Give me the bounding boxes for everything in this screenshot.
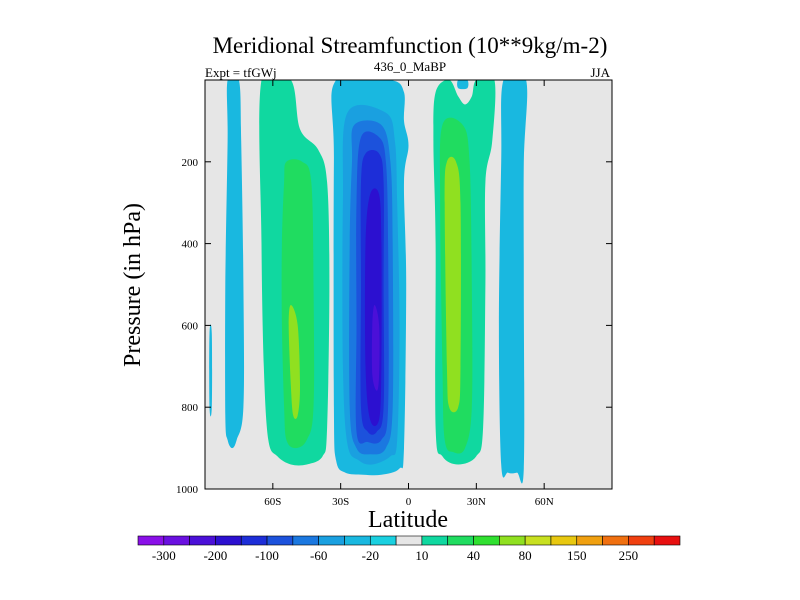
colorbar-label: 10	[415, 548, 428, 563]
colorbar-box	[524, 535, 552, 546]
y-axis-label: Pressure (in hPa)	[120, 203, 146, 367]
colorbar-box	[628, 535, 655, 546]
colorbar-label: 150	[567, 548, 587, 563]
subtitle-center: 436_0_MaBP	[374, 59, 446, 74]
colorbar-box	[447, 535, 474, 546]
x-tick-label: 30S	[332, 496, 349, 508]
colorbar-box	[550, 535, 578, 546]
colorbar-box	[266, 535, 294, 546]
contour-region-far-south-cell	[209, 324, 213, 417]
colorbar-label: -300	[152, 548, 176, 563]
contour-region-hadley-core	[371, 305, 380, 391]
colorbar-box	[163, 535, 190, 546]
colorbar-box	[421, 535, 449, 546]
y-axis: 200 400 600 800 1000	[176, 157, 612, 496]
contour-layer	[209, 80, 528, 484]
colorbar-label: -60	[310, 548, 327, 563]
colorbar-box	[137, 535, 165, 546]
contour-region-southern-ferrel-core	[288, 305, 300, 419]
x-axis-label: Latitude	[368, 507, 448, 533]
x-axis: 60S 30S 0 30N 60N	[264, 80, 554, 508]
colorbar-box	[344, 535, 371, 546]
colorbar-box	[473, 535, 500, 546]
y-tick-label: 200	[182, 157, 199, 169]
colorbar-label: 80	[519, 548, 532, 563]
colorbar-box	[499, 535, 526, 546]
contour-region-north-polar-cell	[498, 80, 528, 484]
colorbar-label: -200	[203, 548, 227, 563]
colorbar-box	[189, 535, 216, 546]
colorbar-box	[318, 535, 345, 546]
x-tick-label: 60S	[264, 496, 281, 508]
colorbar-box	[653, 535, 681, 546]
contour-region-northern-ferrel-core	[444, 156, 461, 413]
colorbar-box	[602, 535, 629, 546]
colorbar: -300 -200 -100 -60 -20 10 40 80 150 250	[137, 535, 681, 563]
colorbar-label: -100	[255, 548, 279, 563]
chart-title: Meridional Streamfunction (10**9kg/m-2)	[213, 33, 608, 58]
colorbar-box	[215, 535, 242, 546]
x-tick-label: 60N	[535, 496, 554, 508]
x-tick-label: 30N	[467, 496, 486, 508]
contour-region-south-polar-cell	[225, 80, 245, 449]
colorbar-box	[395, 535, 423, 546]
contour-region-southern-ferrel-inner	[281, 159, 315, 449]
y-tick-label: 600	[182, 320, 199, 332]
x-tick-label: 0	[406, 496, 412, 508]
colorbar-box	[369, 535, 397, 546]
colorbar-label: 250	[619, 548, 639, 563]
colorbar-box	[292, 535, 319, 546]
colorbar-label: -20	[362, 548, 379, 563]
contour-region-north-top-cell	[457, 80, 469, 90]
colorbar-label: 40	[467, 548, 480, 563]
colorbar-box	[240, 535, 268, 546]
subtitle-left: Expt = tfGWj	[205, 65, 277, 80]
y-tick-label: 800	[182, 402, 199, 414]
subtitle-right: JJA	[590, 65, 610, 80]
contour-region-hadley-l150	[364, 188, 382, 427]
y-tick-label: 1000	[176, 484, 199, 496]
colorbar-box	[576, 535, 603, 546]
y-tick-label: 400	[182, 239, 199, 251]
